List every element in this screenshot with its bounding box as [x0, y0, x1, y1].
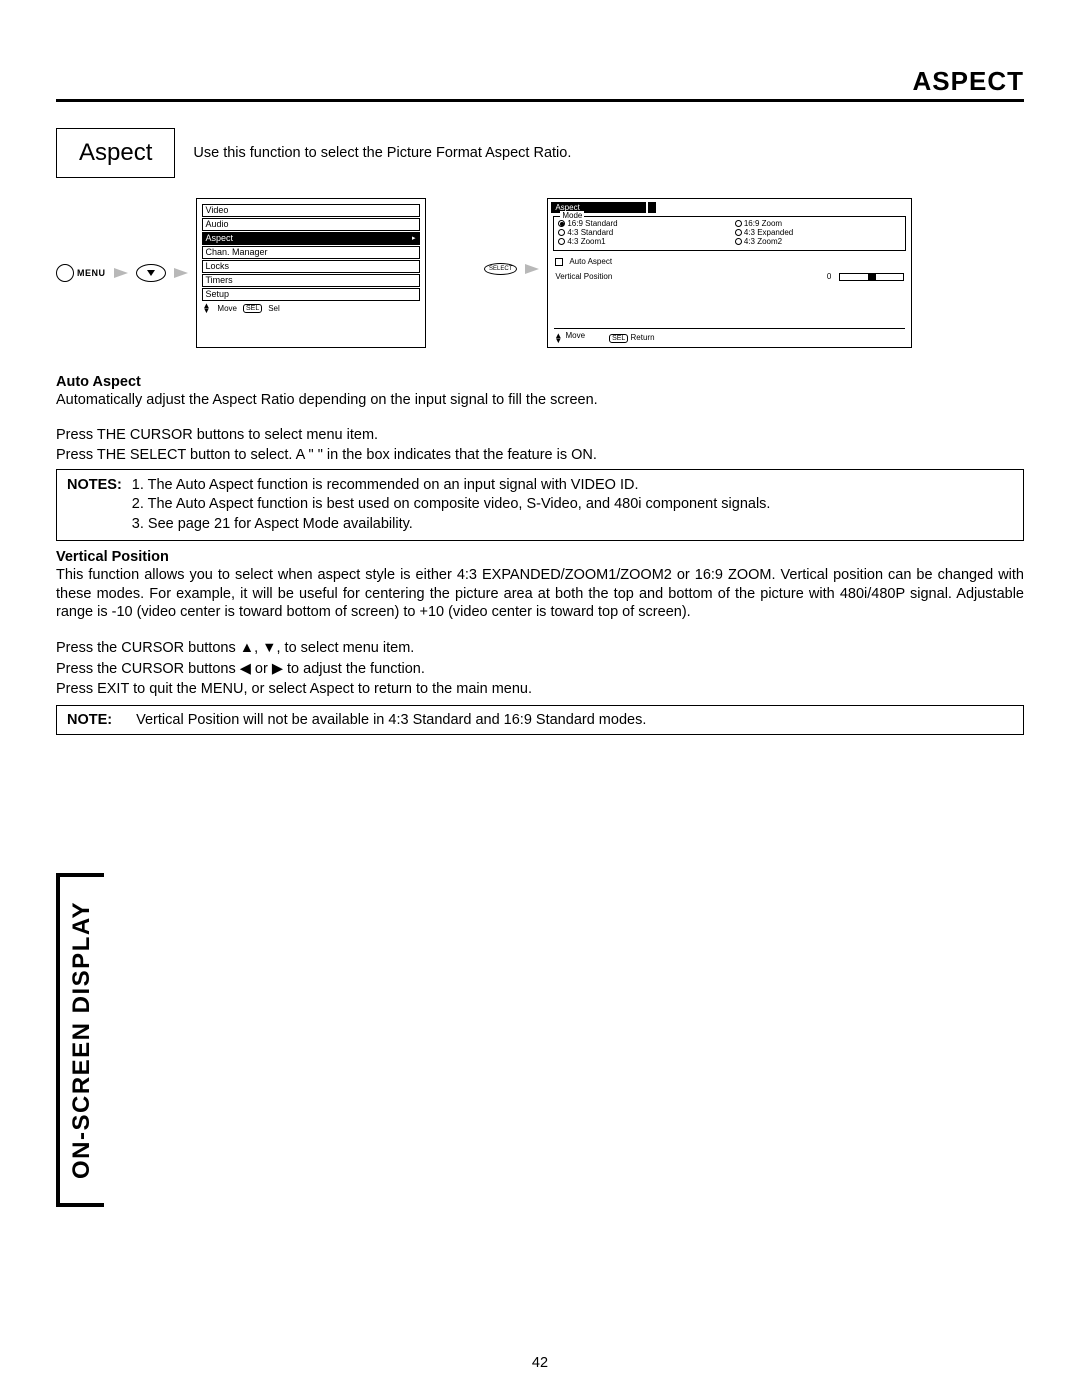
vertical-position-desc: This function allows you to select when …: [56, 566, 1024, 622]
note-item: 2. The Auto Aspect function is best used…: [132, 495, 771, 515]
note-item: 3. See page 21 for Aspect Mode availabil…: [132, 515, 771, 535]
note-box: NOTE: Vertical Position will not be avai…: [56, 705, 1024, 735]
page-number: 42: [0, 1355, 1080, 1371]
intro-box: Aspect: [56, 128, 175, 178]
menu-item: Chan. Manager: [202, 246, 420, 259]
vp-press2: Press the CURSOR buttons ◀ or ▶ to adjus…: [56, 660, 1024, 679]
aspect-menu-panel: Aspect Mode 16:9 Standard 16:9 Zoom 4:3 …: [547, 198, 912, 348]
aspect-hint: ▲▼ Move SEL Return: [554, 328, 905, 343]
vp-press1: Press the CURSOR buttons ▲, ▼, to select…: [56, 639, 1024, 658]
menu-hint: ▲▼ Move SEL Sel: [203, 303, 419, 313]
menu-item: Timers: [202, 274, 420, 287]
menu-item-selected: Aspect▸: [202, 232, 420, 245]
note-item: 1. The Auto Aspect function is recommend…: [132, 476, 771, 496]
vertical-position-heading: Vertical Position: [56, 549, 1024, 565]
mode-option: 4:3 Standard: [558, 228, 725, 237]
auto-aspect-heading: Auto Aspect: [56, 374, 1024, 390]
page-header: ASPECT: [56, 66, 1024, 102]
menu-item: Setup: [202, 288, 420, 301]
arrow-icon: [114, 268, 128, 278]
mode-option: 4:3 Expanded: [735, 228, 902, 237]
auto-aspect-row: Auto Aspect: [555, 257, 904, 266]
diagram-row: MENU Video Audio Aspect▸ Chan. Manager L…: [56, 198, 1024, 348]
intro-text: Use this function to select the Picture …: [193, 145, 571, 161]
dpad-down-icon: [136, 264, 166, 282]
mode-option: 16:9 Standard: [558, 219, 725, 228]
vp-press3: Press EXIT to quit the MENU, or select A…: [56, 680, 1024, 699]
mode-option: 16:9 Zoom: [735, 219, 902, 228]
menu-item: Locks: [202, 260, 420, 273]
arrow-icon: [525, 264, 539, 274]
main-menu-panel: Video Audio Aspect▸ Chan. Manager Locks …: [196, 198, 426, 348]
auto-aspect-desc: Automatically adjust the Aspect Ratio de…: [56, 391, 1024, 410]
select-button-icon: SELECT: [484, 263, 517, 275]
menu-button-icon: MENU: [56, 264, 106, 282]
mode-option: 4:3 Zoom1: [558, 237, 725, 246]
menu-item: Audio: [202, 218, 420, 231]
mode-fieldset: Mode 16:9 Standard 16:9 Zoom 4:3 Standar…: [553, 216, 906, 251]
auto-aspect-press2: Press THE SELECT button to select. A " "…: [56, 446, 1024, 465]
arrow-icon: [174, 268, 188, 278]
mode-option: 4:3 Zoom2: [735, 237, 902, 246]
auto-aspect-press1: Press THE CURSOR buttons to select menu …: [56, 426, 1024, 445]
side-tab: ON-SCREEN DISPLAY: [56, 873, 104, 1207]
vp-slider-icon: [839, 273, 904, 281]
vertical-position-row: Vertical Position 0: [555, 272, 904, 281]
notes-box: NOTES: 1. The Auto Aspect function is re…: [56, 469, 1024, 542]
menu-item: Video: [202, 204, 420, 217]
intro-row: Aspect Use this function to select the P…: [56, 128, 1024, 178]
